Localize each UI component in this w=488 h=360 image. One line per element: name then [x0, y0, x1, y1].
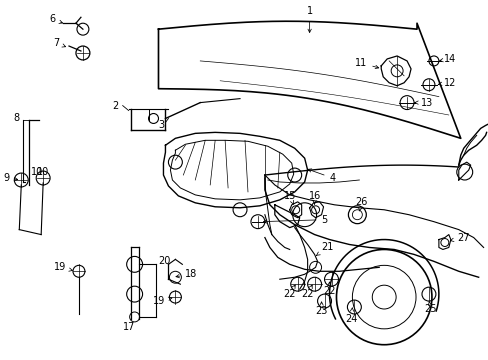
- Text: 2: 2: [112, 100, 119, 111]
- Text: 19: 19: [153, 296, 171, 306]
- Text: 15: 15: [283, 191, 295, 204]
- Text: 25: 25: [424, 301, 436, 314]
- Text: 14: 14: [439, 54, 455, 64]
- Text: 1: 1: [306, 6, 312, 32]
- Text: 26: 26: [354, 197, 367, 211]
- Text: 3: 3: [158, 121, 164, 130]
- Text: 4: 4: [307, 169, 335, 183]
- Text: 17: 17: [122, 322, 135, 332]
- Text: 12: 12: [437, 78, 455, 88]
- Text: 27: 27: [449, 233, 468, 243]
- Text: 5: 5: [263, 215, 327, 225]
- Text: 23: 23: [315, 302, 327, 316]
- Text: 18: 18: [176, 269, 197, 279]
- Text: 13: 13: [414, 98, 432, 108]
- Text: 8: 8: [13, 113, 19, 123]
- Text: 20: 20: [158, 256, 170, 266]
- Text: 7: 7: [53, 38, 65, 48]
- Text: 19: 19: [54, 262, 72, 272]
- Text: 16: 16: [308, 191, 320, 204]
- Text: 24: 24: [345, 308, 357, 324]
- Text: 9: 9: [3, 173, 18, 183]
- Text: 22: 22: [323, 282, 335, 296]
- Text: 6: 6: [49, 14, 62, 24]
- Text: 22: 22: [283, 285, 295, 299]
- Text: 22: 22: [301, 285, 313, 299]
- Text: 11: 11: [354, 58, 378, 68]
- Text: 10: 10: [37, 167, 49, 177]
- Text: 21: 21: [316, 243, 333, 256]
- Text: 10: 10: [31, 167, 43, 177]
